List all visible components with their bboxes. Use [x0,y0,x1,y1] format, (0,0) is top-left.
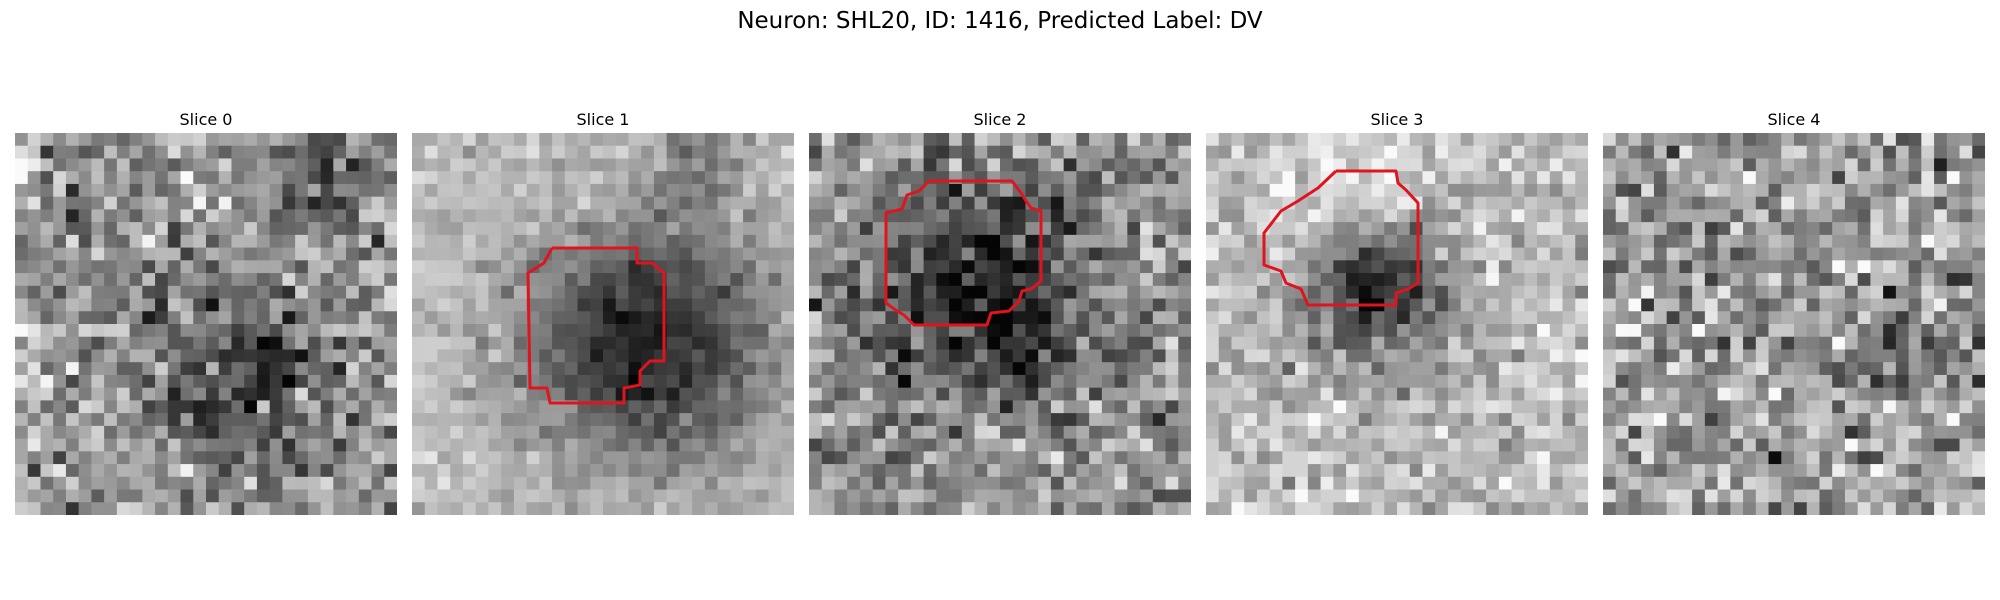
slice-panel-3: Slice 3 [1206,108,1588,515]
segmentation-contour [884,179,1043,327]
pixel-grid [412,133,794,515]
pixel-grid [1206,133,1588,515]
segmentation-contour [1262,169,1420,307]
segmentation-contour [526,246,666,405]
slice-title: Slice 0 [179,110,233,129]
pixel-grid [1603,133,1985,515]
pixel-grid [809,133,1191,515]
slice-title: Slice 4 [1767,110,1821,129]
slice-image-4 [1603,133,1985,515]
slice-panel-1: Slice 1 [412,108,794,515]
slice-panel-4: Slice 4 [1603,108,1985,515]
slice-image-3 [1206,133,1588,515]
slice-title: Slice 1 [576,110,630,129]
slice-title: Slice 3 [1370,110,1424,129]
slice-title: Slice 2 [973,110,1027,129]
slice-panel-0: Slice 0 [15,108,397,515]
slice-image-1 [412,133,794,515]
slice-image-0 [15,133,397,515]
pixel-grid [15,133,397,515]
figure-title: Neuron: SHL20, ID: 1416, Predicted Label… [737,8,1263,34]
slice-image-2 [809,133,1191,515]
slice-panel-2: Slice 2 [809,108,1191,515]
